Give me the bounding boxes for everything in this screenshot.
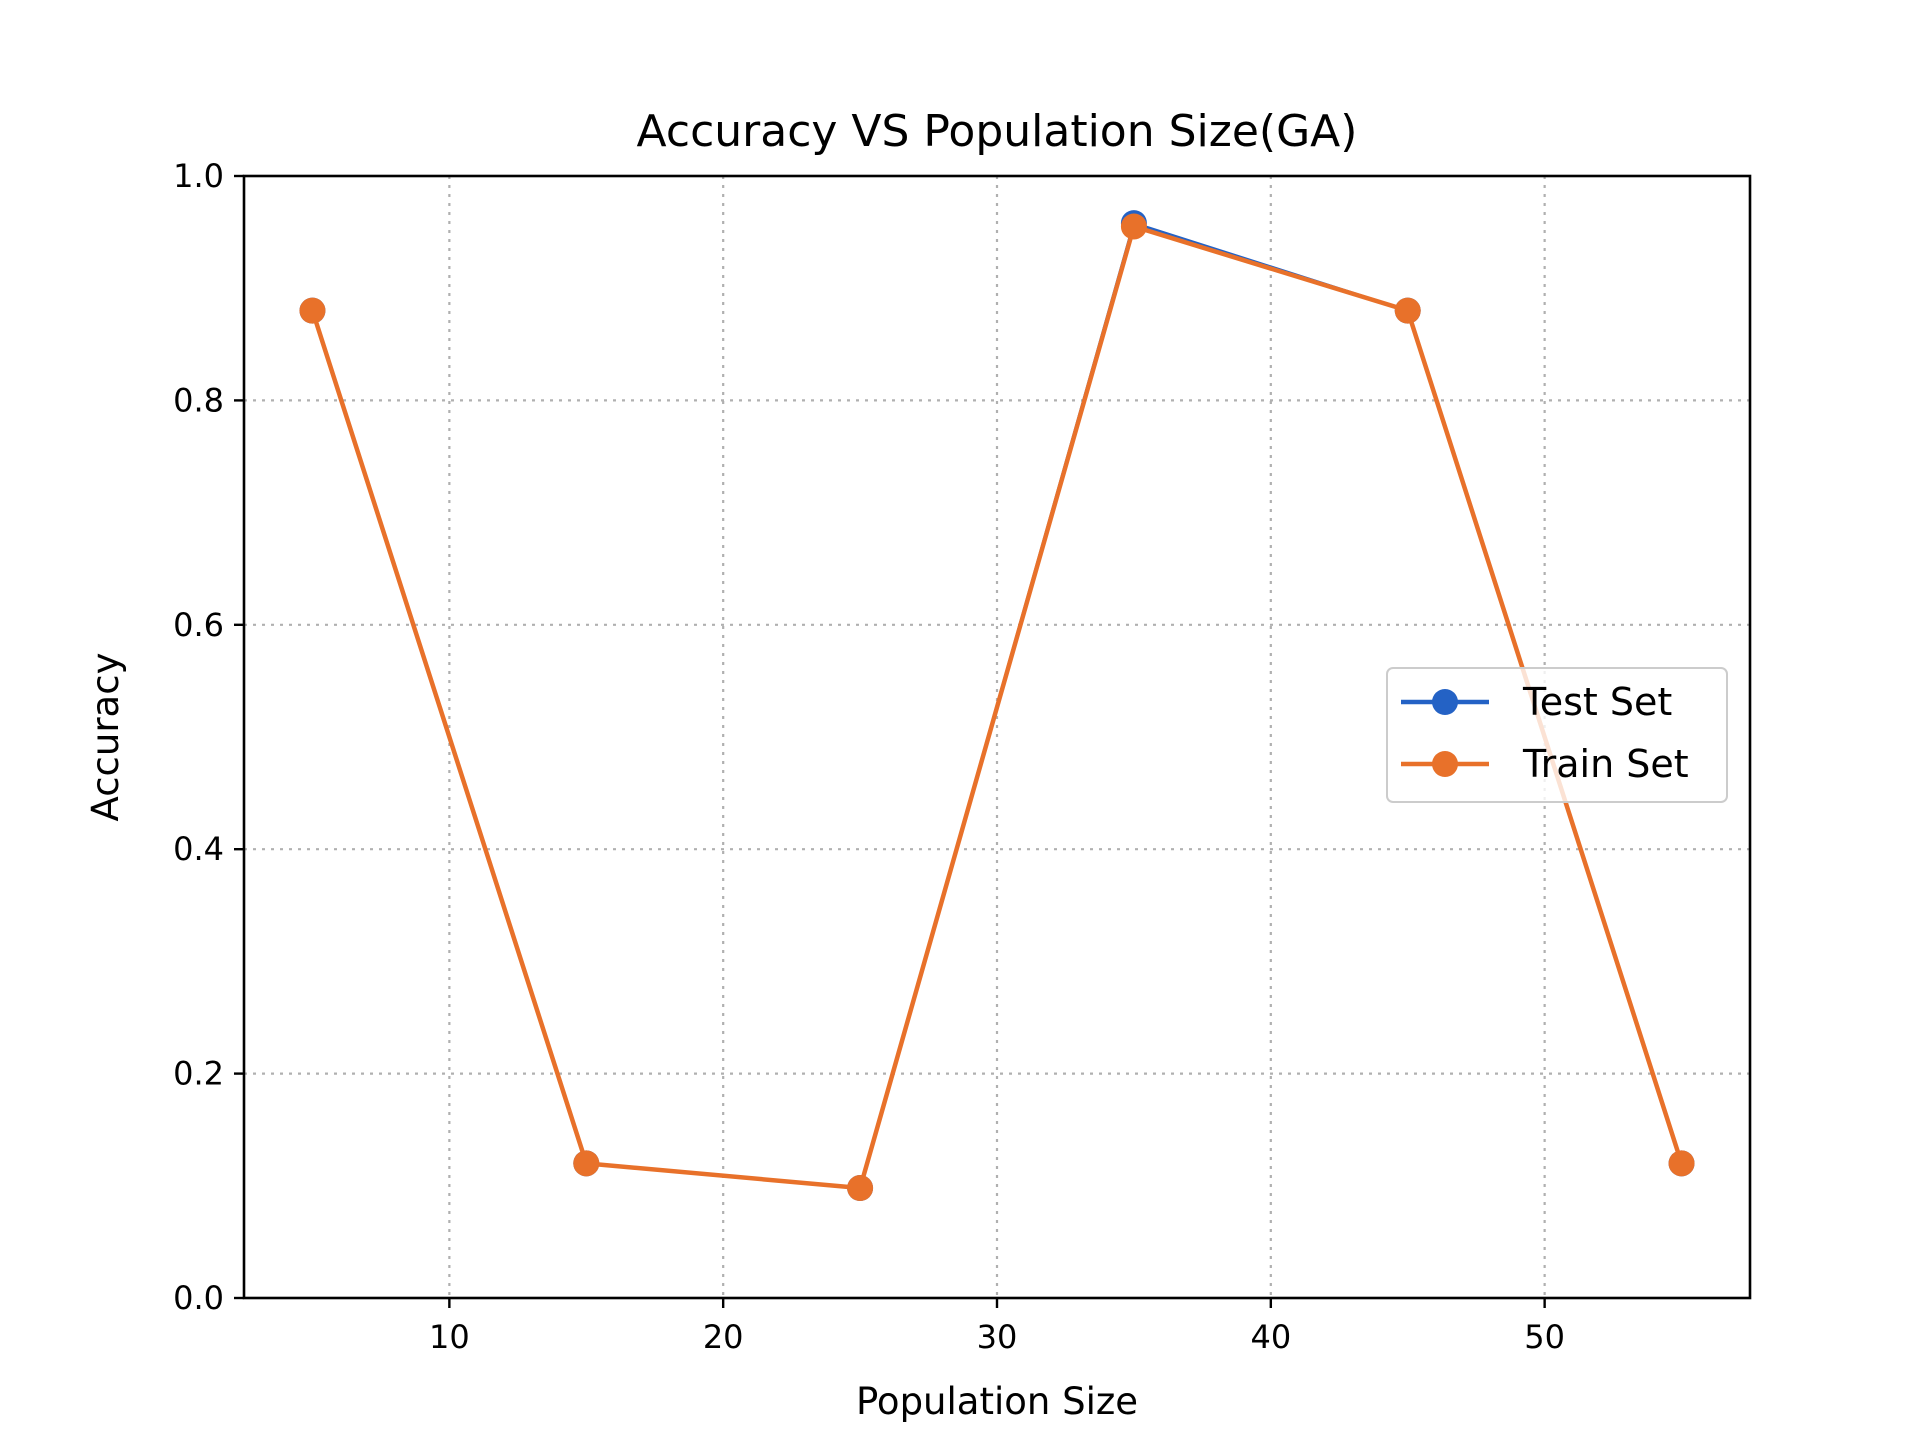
chart-title: Accuracy VS Population Size(GA): [637, 106, 1358, 157]
legend-label-test-set: Test Set: [1522, 680, 1672, 724]
data-point: [573, 1150, 600, 1177]
axis-ticks: 10 20 30 40 50 0.0 0.2 0.4 0.6 0.8 1.0: [173, 157, 1565, 1356]
x-tick-label: 30: [977, 1318, 1018, 1356]
data-point: [1668, 1150, 1695, 1177]
x-tick-label: 50: [1524, 1318, 1565, 1356]
x-tick-label: 20: [703, 1318, 744, 1356]
series-train-set: [299, 213, 1695, 1202]
y-tick-label: 0.4: [173, 830, 224, 868]
data-point: [847, 1175, 874, 1202]
x-tick-label: 10: [429, 1318, 470, 1356]
data-point: [299, 297, 326, 324]
series-line-train-set: [310, 224, 1684, 1191]
legend-label-train-set: Train Set: [1522, 742, 1689, 786]
data-point: [1120, 213, 1147, 240]
legend-marker-train-set: [1432, 751, 1458, 777]
legend-marker-test-set: [1432, 689, 1458, 715]
data-point: [1394, 297, 1421, 324]
x-tick-label: 40: [1250, 1318, 1291, 1356]
y-tick-label: 1.0: [173, 157, 224, 195]
y-tick-label: 0.0: [173, 1279, 224, 1317]
x-axis-label: Population Size: [856, 1380, 1138, 1423]
legend: Test Set Train Set: [1386, 667, 1728, 803]
y-tick-label: 0.6: [173, 606, 224, 644]
y-axis-label: Accuracy: [84, 653, 127, 822]
series-layer: [299, 210, 1695, 1202]
y-tick-label: 0.8: [173, 381, 224, 419]
y-tick-label: 0.2: [173, 1055, 224, 1093]
